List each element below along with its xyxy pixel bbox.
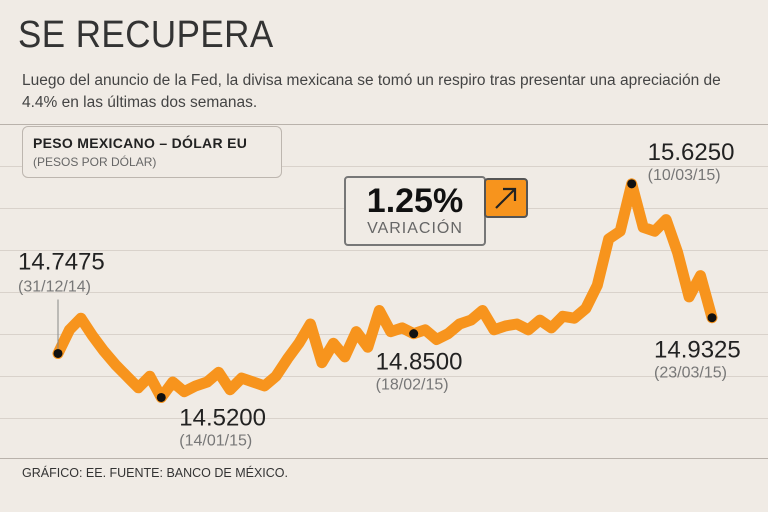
legend-box: PESO MEXICANO – DÓLAR EU (PESOS POR DÓLA… <box>22 126 282 178</box>
gridline <box>0 334 768 335</box>
source-note: GRÁFICO: EE. FUENTE: BANCO DE MÉXICO. <box>22 466 289 480</box>
variation-value: 1.25% <box>366 182 464 220</box>
gridline <box>0 292 768 293</box>
data-label-date: (31/12/14) <box>18 278 91 295</box>
gridline <box>0 418 768 419</box>
data-label-date: (14/01/15) <box>179 432 252 449</box>
data-label-date: (23/03/15) <box>654 365 727 382</box>
data-point-marker <box>156 392 166 402</box>
data-label-date: (10/03/15) <box>648 167 721 184</box>
chart-subtitle: Luego del anuncio de la Fed, la divisa m… <box>22 72 721 111</box>
gridline <box>0 376 768 377</box>
data-point-marker <box>409 329 419 339</box>
data-point-marker <box>53 348 63 358</box>
data-label-value: 14.5200 <box>179 404 266 431</box>
gridline <box>0 166 768 167</box>
legend-units: (PESOS POR DÓLAR) <box>33 155 157 169</box>
variation-label: VARIACIÓN <box>367 220 463 237</box>
data-point-marker <box>707 313 717 323</box>
arrow-up-right-icon <box>484 178 528 218</box>
data-label-date: (18/02/15) <box>376 377 449 394</box>
legend-title: PESO MEXICANO – DÓLAR EU <box>33 135 248 151</box>
data-label-value: 14.9325 <box>654 337 741 364</box>
data-label-value: 14.7475 <box>18 248 105 275</box>
variation-box: 1.25% VARIACIÓN <box>344 176 486 246</box>
bottom-divider <box>0 458 768 459</box>
gridline <box>0 250 768 251</box>
series-line <box>52 178 718 403</box>
data-label-value: 15.6250 <box>648 139 735 166</box>
data-point-marker <box>627 179 637 189</box>
data-label-value: 14.8500 <box>376 349 463 376</box>
top-divider <box>0 124 768 125</box>
chart-title: SE RECUPERA <box>18 14 274 56</box>
